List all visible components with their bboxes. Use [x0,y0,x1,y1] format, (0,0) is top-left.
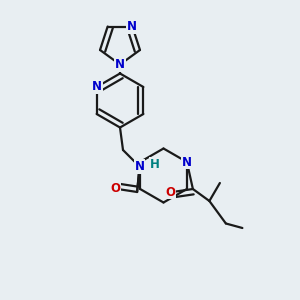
Text: H: H [150,158,160,171]
Text: N: N [127,20,137,33]
Text: O: O [165,185,175,199]
Text: N: N [182,155,192,169]
Text: N: N [92,80,102,94]
Text: O: O [110,182,120,196]
Text: N: N [134,160,145,173]
Text: N: N [115,58,125,71]
